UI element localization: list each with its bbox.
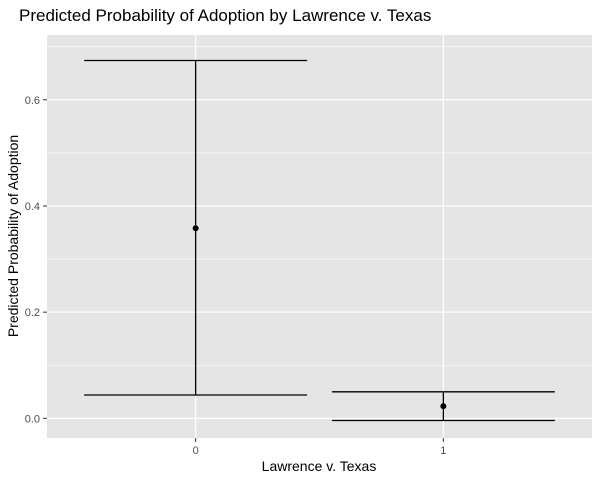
x-tick-label: 1 xyxy=(440,445,446,457)
y-tick-label: 0.4 xyxy=(25,201,40,213)
plot-panel xyxy=(47,35,592,438)
error-bars xyxy=(84,59,555,422)
chart-title: Predicted Probability of Adoption by Law… xyxy=(19,6,431,25)
x-axis-title: Lawrence v. Texas xyxy=(262,458,377,474)
x-tick-label: 0 xyxy=(193,445,199,457)
y-axis: 0.0 0.2 0.4 0.6 xyxy=(25,95,47,425)
minor-grid xyxy=(47,46,592,366)
estimate-point xyxy=(440,403,447,410)
y-axis-title: Predicted Probability of Adoption xyxy=(5,135,21,337)
y-tick-label: 0.6 xyxy=(25,95,40,107)
y-tick-label: 0.2 xyxy=(25,307,40,319)
y-tick-label: 0.0 xyxy=(25,413,40,425)
estimate-point xyxy=(192,225,199,232)
